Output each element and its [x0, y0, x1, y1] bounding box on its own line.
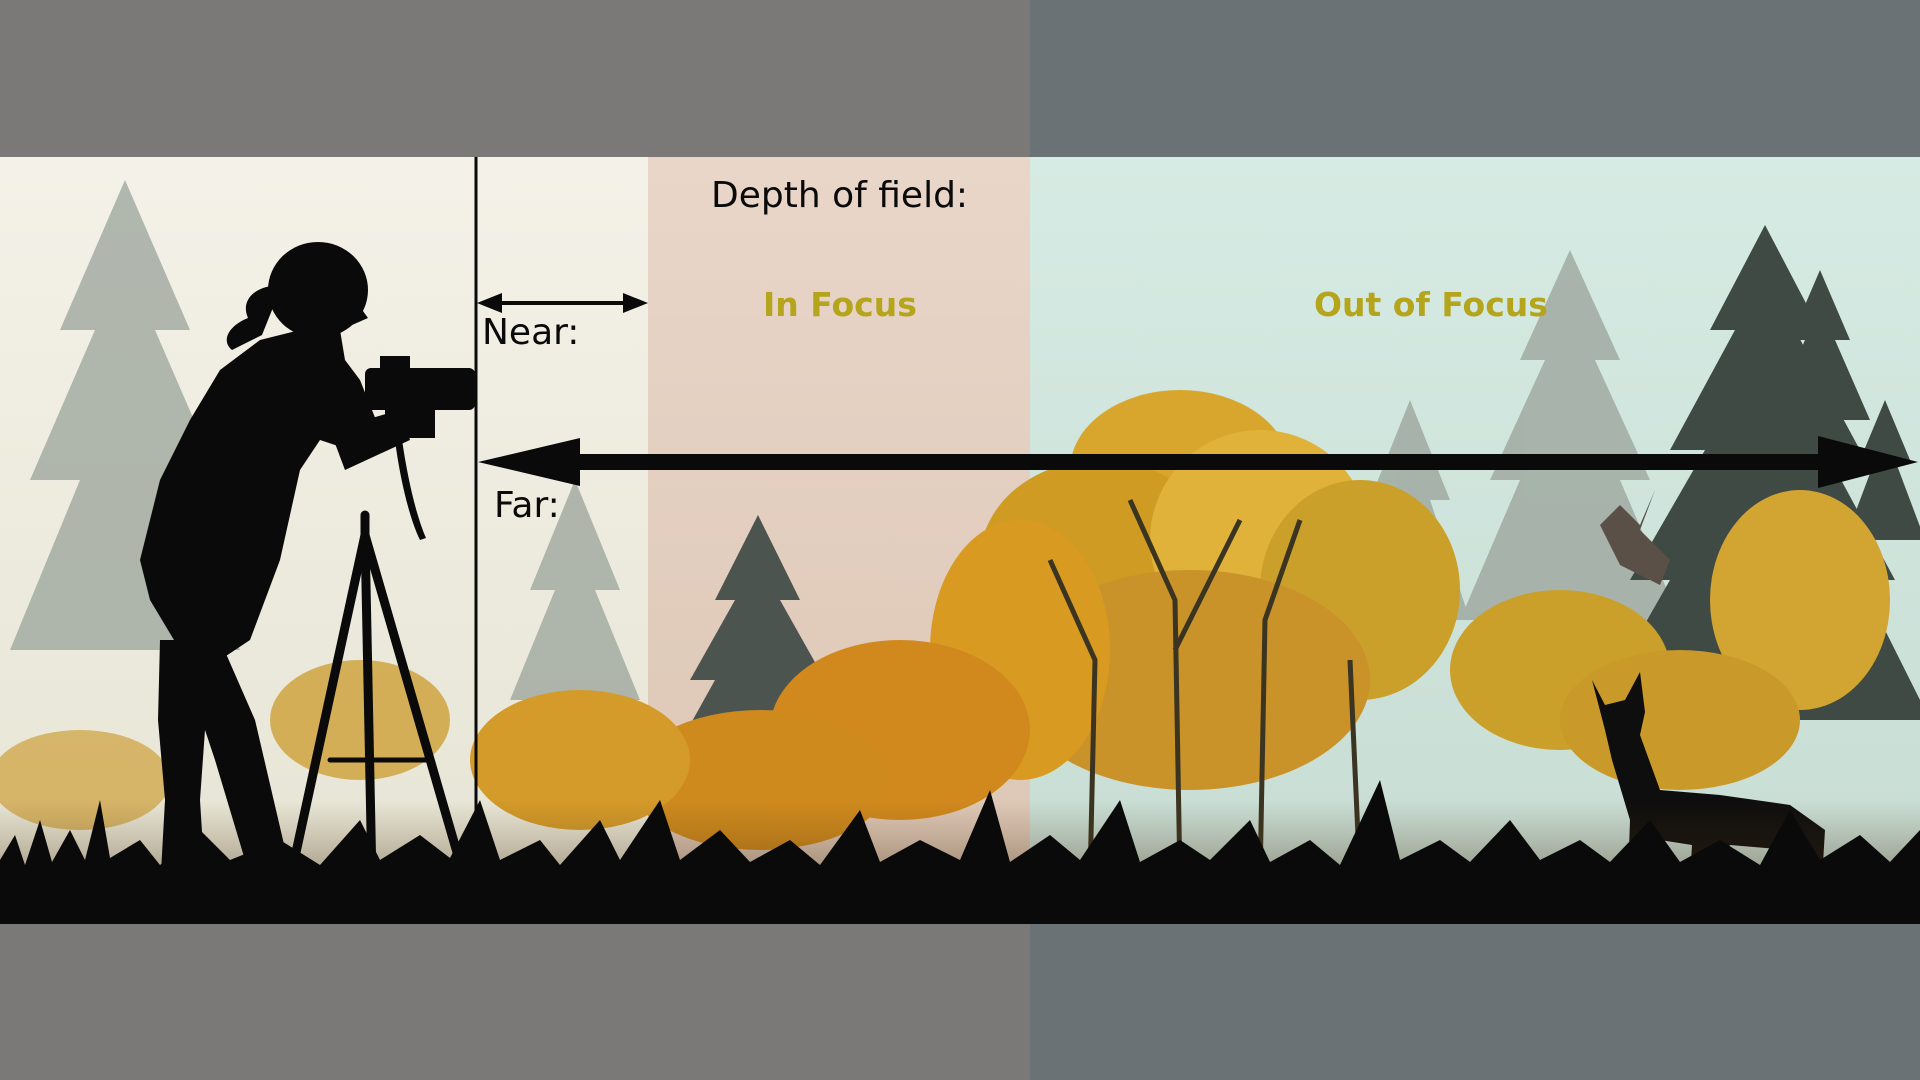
- far-label: Far:: [494, 485, 560, 526]
- top-bar-left: [0, 0, 1030, 157]
- camera-icon: [365, 356, 475, 540]
- out-of-focus-label: Out of Focus: [1314, 285, 1548, 324]
- far-arrow: [478, 436, 1918, 488]
- tripod-icon: [285, 510, 470, 885]
- top-bar-right: [1030, 0, 1920, 157]
- diagram-title: Depth of field:: [711, 175, 969, 216]
- near-label: Near:: [482, 312, 580, 353]
- near-arrow: [477, 293, 648, 313]
- photographer-silhouette-icon: [140, 242, 410, 900]
- grass-silhouette: [0, 780, 1920, 924]
- in-focus-label: In Focus: [763, 285, 917, 324]
- bottom-bar-left: [0, 924, 1030, 1080]
- bottom-bar-right: [1030, 924, 1920, 1080]
- bird-silhouette-icon: [1585, 490, 1670, 585]
- autumn-foliage: [0, 390, 1890, 850]
